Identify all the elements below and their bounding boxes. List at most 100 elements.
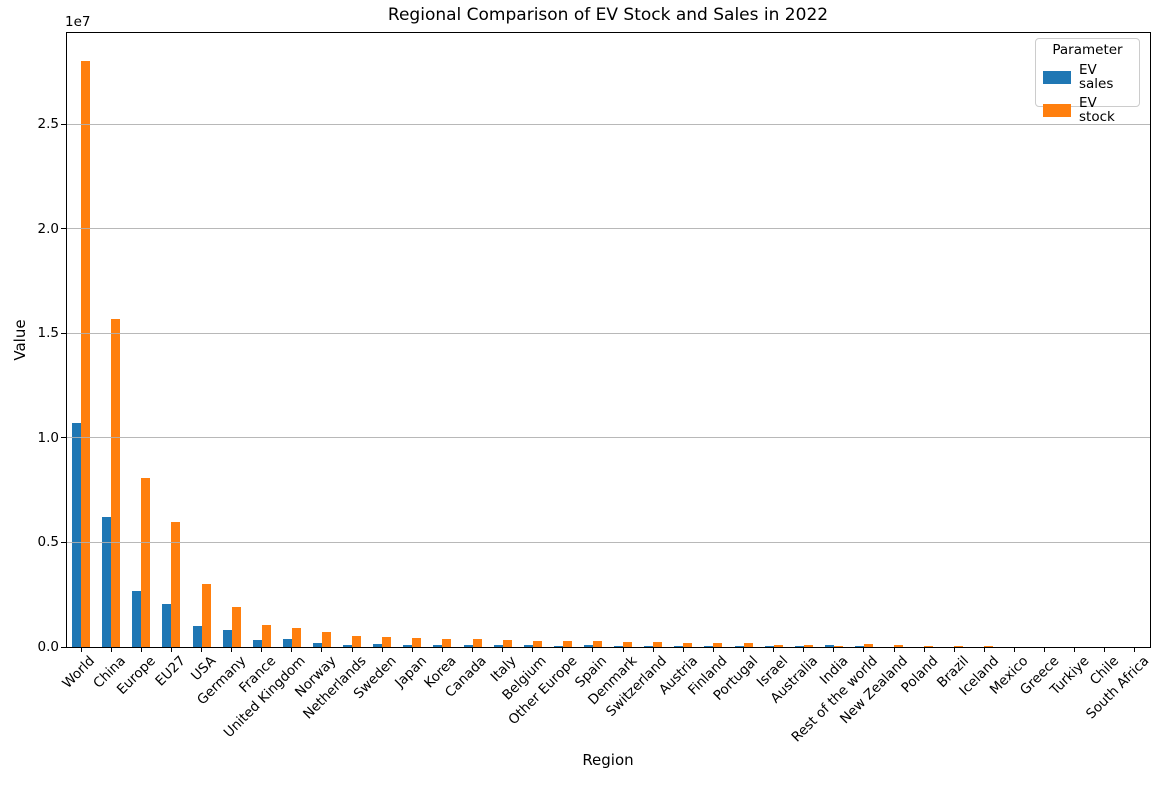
x-tick <box>622 648 624 652</box>
x-tick-label: EU27 <box>152 653 189 690</box>
ev-sales-label: EV sales <box>1079 62 1114 92</box>
bar-ev-sales-italy <box>493 644 503 647</box>
x-tick <box>261 648 263 652</box>
x-tick <box>803 648 805 652</box>
bar-ev-sales-china <box>102 517 112 647</box>
x-tick <box>1074 648 1076 652</box>
x-tick <box>411 648 413 652</box>
gridline <box>66 437 1150 439</box>
x-tick <box>170 648 172 652</box>
bar-ev-stock-portugal <box>743 643 753 647</box>
bar-ev-sales-france <box>252 639 262 647</box>
y-tick <box>61 332 66 334</box>
bar-ev-stock-india <box>833 645 843 647</box>
y-tick-label: 1.0 <box>37 429 59 446</box>
x-tick <box>652 648 654 652</box>
bar-ev-sales-canada <box>463 644 473 647</box>
x-tick <box>231 648 233 652</box>
bar-ev-stock-spain <box>592 641 602 647</box>
bar-ev-stock-canada <box>472 639 482 647</box>
x-tick <box>321 648 323 652</box>
bar-ev-stock-israel <box>773 644 783 647</box>
x-tick <box>893 648 895 652</box>
x-tick <box>201 648 202 652</box>
x-tick <box>110 648 112 652</box>
bar-ev-stock-germany <box>231 606 241 647</box>
chart-title: Regional Comparison of EV Stock and Sale… <box>387 5 829 25</box>
bar-ev-stock-poland <box>924 645 934 647</box>
bar-ev-sales-sweden <box>373 643 383 647</box>
bar-ev-sales-netherlands <box>343 644 353 647</box>
bar-ev-stock-sweden <box>382 637 392 647</box>
bar-ev-stock-china <box>111 318 121 647</box>
y-tick <box>61 228 66 230</box>
bar-ev-stock-korea <box>442 638 452 647</box>
bar-ev-sales-other-europe <box>553 645 563 647</box>
x-tick-label: World <box>59 653 99 692</box>
y-tick-label: 0.0 <box>37 639 59 655</box>
bar-ev-sales-japan <box>403 644 413 647</box>
bar-ev-sales-austria <box>674 646 684 647</box>
bottom-spine <box>66 647 1151 648</box>
x-tick <box>562 648 564 652</box>
bar-ev-stock-finland <box>713 643 723 647</box>
x-tick <box>1104 648 1106 652</box>
legend: Parameter EV sales EV stock <box>1035 38 1140 124</box>
x-tick <box>472 648 473 652</box>
bar-ev-stock-italy <box>502 639 512 647</box>
plot-area <box>66 32 1150 647</box>
x-tick <box>291 648 293 652</box>
y-axis-offset-text: 1e7 <box>65 14 91 30</box>
y-tick-label: 2.5 <box>37 116 59 133</box>
bar-ev-stock-usa <box>201 584 211 647</box>
x-tick <box>833 648 835 652</box>
x-tick <box>682 648 684 652</box>
x-tick <box>80 648 82 652</box>
x-tick <box>923 648 925 652</box>
bar-ev-sales-germany <box>222 629 232 647</box>
bar-ev-sales-portugal <box>734 646 744 647</box>
x-tick <box>773 648 775 652</box>
bar-ev-stock-united-kingdom <box>291 627 301 647</box>
gridline <box>66 541 1150 543</box>
x-tick <box>1044 648 1046 652</box>
x-tick <box>381 648 383 652</box>
bar-ev-stock-other-europe <box>562 641 572 647</box>
bar-ev-stock-rest-of-the-world <box>863 643 873 647</box>
bar-ev-sales-india <box>824 645 834 647</box>
grid-layer <box>66 32 1150 647</box>
ev-stock-swatch <box>1043 103 1071 117</box>
bar-ev-sales-korea <box>433 644 443 647</box>
x-tick <box>140 648 142 652</box>
x-tick <box>532 648 534 652</box>
legend-title: Parameter <box>1052 42 1123 58</box>
bar-ev-sales-spain <box>583 645 593 647</box>
gridline <box>66 332 1150 334</box>
bar-ev-stock-iceland <box>984 646 994 647</box>
x-tick <box>1134 648 1136 652</box>
bar-ev-sales-usa <box>192 626 202 647</box>
y-tick <box>61 437 66 439</box>
left-spine <box>66 32 67 648</box>
y-tick-label: 2.0 <box>37 220 59 237</box>
x-tick <box>863 648 865 652</box>
bar-ev-stock-eu27 <box>171 521 181 647</box>
x-tick <box>953 648 955 652</box>
bar-ev-sales-switzerland <box>644 645 654 647</box>
bar-ev-sales-denmark <box>614 645 624 647</box>
y-tick <box>61 123 66 125</box>
bar-ev-sales-rest-of-the-world <box>854 646 864 647</box>
bar-ev-sales-world <box>72 423 82 647</box>
bar-ev-stock-switzerland <box>653 641 663 647</box>
bar-ev-stock-japan <box>412 637 422 647</box>
bar-ev-stock-europe <box>141 477 151 647</box>
right-spine <box>1150 32 1151 648</box>
gridline <box>66 123 1150 125</box>
bar-ev-stock-australia <box>803 644 813 647</box>
bar-ev-stock-brazil <box>954 645 964 647</box>
bar-ev-sales-australia <box>794 645 804 647</box>
x-axis-label: Region <box>582 751 634 769</box>
x-tick <box>502 648 504 652</box>
x-tick <box>983 648 985 652</box>
